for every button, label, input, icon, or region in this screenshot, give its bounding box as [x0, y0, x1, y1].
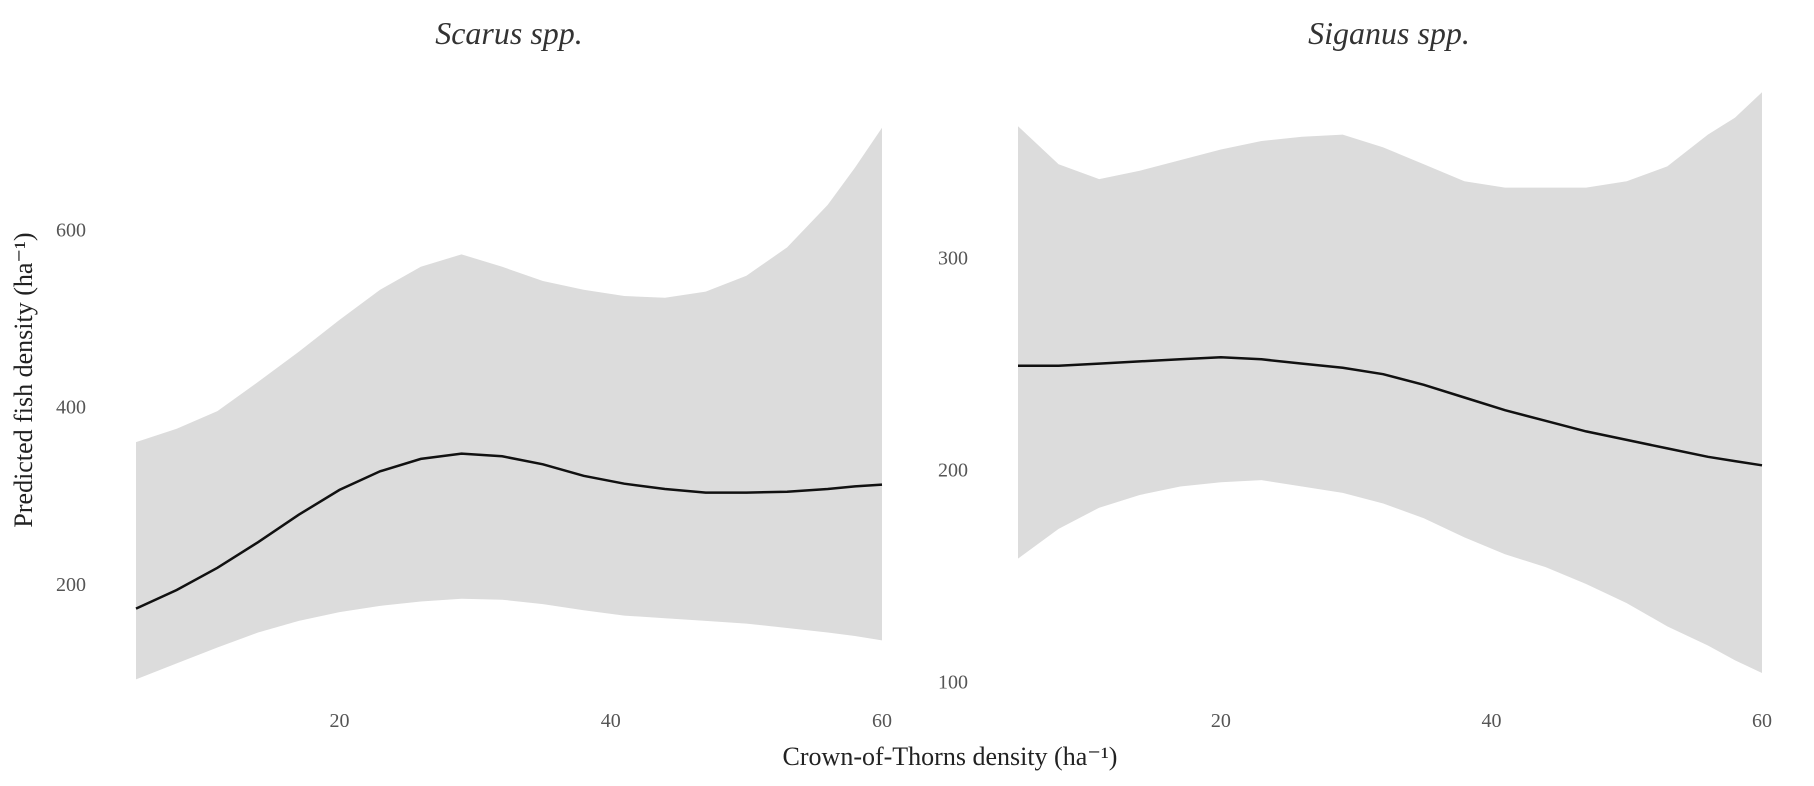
fitted-line: [1018, 355, 1763, 467]
y-tick-label: 200: [56, 574, 86, 596]
x-tick-label: 40: [601, 710, 621, 732]
x-axis-title: Crown-of-Thorns density (ha⁻¹): [783, 742, 1118, 771]
y-axis-title: Predicted fish density (ha⁻¹): [9, 232, 38, 527]
fitted-line: [135, 452, 883, 610]
y-tick-label: 200: [938, 460, 968, 482]
confidence-band: [136, 127, 882, 680]
x-tick-label: 60: [1752, 710, 1772, 732]
confidence-band: [1018, 92, 1762, 673]
x-tick-label: 60: [872, 710, 892, 732]
x-tick-label: 20: [329, 710, 349, 732]
panel-siganus: Siganus spp. 100 200 300 20 40 60: [938, 15, 1772, 732]
panel-title: Siganus spp.: [1308, 15, 1470, 51]
y-tick-label: 600: [56, 220, 86, 242]
y-tick-label: 100: [938, 672, 968, 694]
y-tick-label: 400: [56, 397, 86, 419]
x-tick-label: 20: [1211, 710, 1231, 732]
panel-scarus: Scarus spp. 200 400 600 20 40 60: [56, 15, 892, 732]
panel-title: Scarus spp.: [435, 15, 583, 51]
y-tick-label: 300: [938, 248, 968, 270]
x-tick-label: 40: [1481, 710, 1501, 732]
